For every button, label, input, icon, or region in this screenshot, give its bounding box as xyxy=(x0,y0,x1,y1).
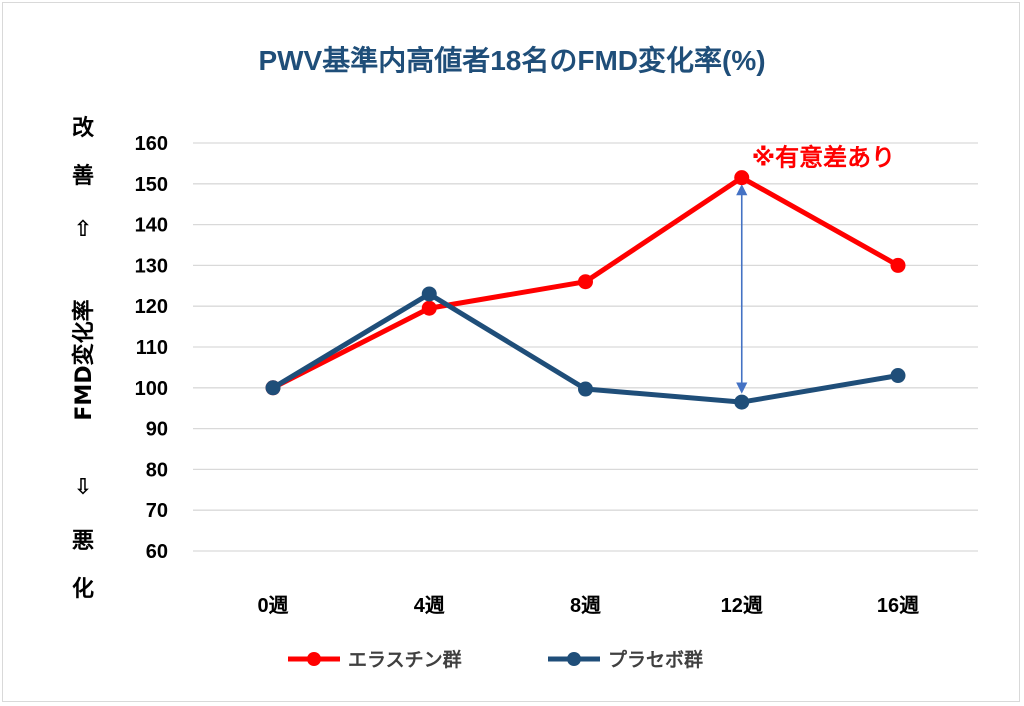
y-tick-label: 160 xyxy=(135,133,168,155)
y-tick-label: 150 xyxy=(135,174,168,196)
y-label-bottom-1: 悪 xyxy=(72,529,94,554)
data-point-elastin xyxy=(734,170,750,186)
legend-marker-placebo xyxy=(567,652,581,666)
y-tick-label: 130 xyxy=(135,255,168,277)
x-tick-label: 16週 xyxy=(877,594,919,617)
y-label-main: FMD変化率 xyxy=(71,299,97,420)
legend-label-placebo: プラセボ群 xyxy=(608,648,703,671)
data-point-elastin xyxy=(578,274,593,290)
legend: エラスチン群 プラセボ群 xyxy=(288,648,703,671)
x-tick-label: 12週 xyxy=(721,594,763,617)
data-point-placebo xyxy=(265,380,281,396)
y-label-bottom-2: 化 xyxy=(72,576,94,602)
data-point-placebo xyxy=(578,381,593,397)
x-tick-label: 8週 xyxy=(570,594,601,617)
y-axis-label: 改 善 ⇧ FMD変化率 ⇩ 悪 化 xyxy=(71,115,97,602)
up-arrow-icon: ⇧ xyxy=(74,217,92,242)
y-label-top-1: 改 xyxy=(72,115,95,141)
significance-annotation: ※有意差あり xyxy=(752,144,895,172)
x-tick-label: 4週 xyxy=(414,594,445,617)
down-arrow-icon: ⇩ xyxy=(74,475,92,500)
chart-title: PWV基準内高値者18名のFMD変化率(%) xyxy=(258,44,765,76)
y-tick-label: 100 xyxy=(135,378,168,400)
gridlines xyxy=(193,142,978,552)
y-tick-label: 60 xyxy=(146,541,168,563)
y-label-top-2: 善 xyxy=(72,163,94,189)
data-point-placebo xyxy=(890,368,906,384)
legend-item-placebo: プラセボ群 xyxy=(548,648,703,671)
y-tick-label: 70 xyxy=(146,500,168,522)
data-point-elastin xyxy=(890,257,906,273)
y-axis-ticks: 60 70 80 90 100 110 120 130 140 150 160 xyxy=(135,133,168,563)
legend-marker-elastin xyxy=(307,652,321,666)
data-point-elastin xyxy=(421,300,437,316)
y-tick-label: 110 xyxy=(136,337,168,359)
x-axis-ticks: 0週 4週 8週 12週 16週 xyxy=(257,594,919,617)
legend-label-elastin: エラスチン群 xyxy=(348,648,462,671)
y-tick-label: 80 xyxy=(146,459,168,481)
data-point-placebo xyxy=(734,394,750,410)
data-point-placebo xyxy=(421,286,437,302)
y-tick-label: 140 xyxy=(135,215,168,237)
y-tick-label: 120 xyxy=(135,296,168,318)
legend-item-elastin: エラスチン群 xyxy=(288,648,462,671)
series-lines xyxy=(265,170,906,410)
y-tick-label: 90 xyxy=(146,419,168,441)
x-tick-label: 0週 xyxy=(257,594,288,617)
